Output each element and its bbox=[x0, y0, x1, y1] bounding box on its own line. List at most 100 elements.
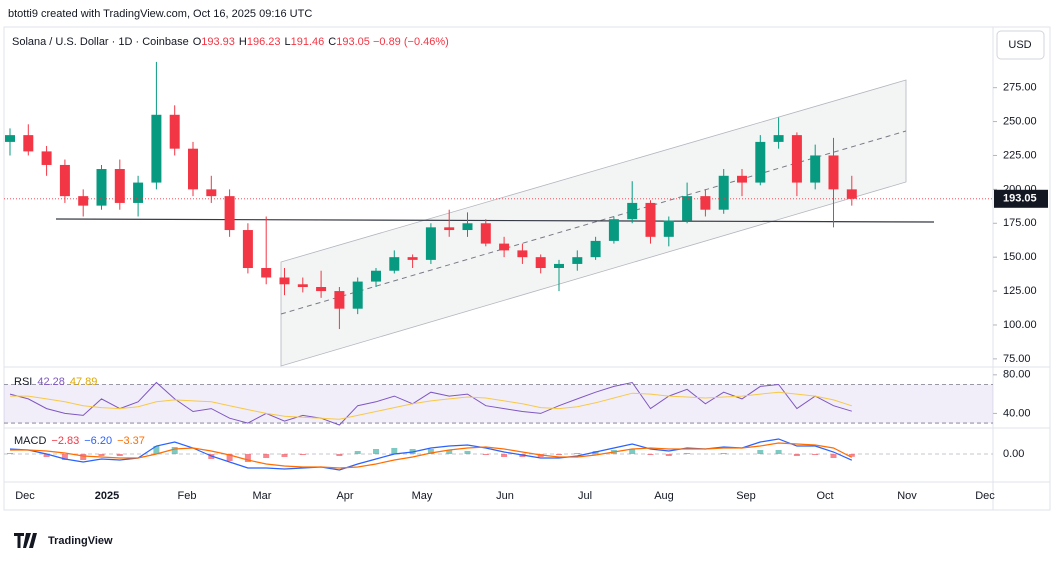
candle-body bbox=[627, 202, 638, 220]
candle-body bbox=[444, 227, 455, 231]
y-tick-label: 225.00 bbox=[1003, 149, 1037, 161]
rsi-ma-line bbox=[10, 391, 852, 420]
candle-body bbox=[96, 169, 107, 206]
macd-hist-bar bbox=[299, 454, 306, 455]
macd-hist-bar bbox=[153, 446, 160, 454]
quote-value: 191.46 bbox=[291, 36, 325, 48]
rsi-band bbox=[4, 384, 993, 424]
candle-body bbox=[78, 196, 89, 206]
rsi-tick-label: 40.00 bbox=[1003, 407, 1031, 419]
x-tick-label: Aug bbox=[654, 490, 674, 502]
symbol-line: Solana / U.S. Dollar · 1D · Coinbase O193… bbox=[12, 36, 449, 48]
candle-body bbox=[682, 196, 693, 221]
candle-body bbox=[480, 223, 491, 244]
candle-body bbox=[645, 202, 656, 237]
macd-hist-bar bbox=[775, 450, 782, 454]
quote-label: L bbox=[285, 36, 291, 48]
x-tick-label: 2025 bbox=[95, 490, 119, 502]
rsi-ma-value: 47.89 bbox=[70, 376, 98, 388]
macd-hist-bar bbox=[812, 454, 819, 455]
macd-hist-bar bbox=[354, 451, 361, 454]
macd-hist-bar bbox=[464, 451, 471, 454]
y-tick-label: 75.00 bbox=[1003, 353, 1031, 365]
candle-body bbox=[188, 148, 198, 190]
quote-value: 193.05 bbox=[336, 36, 370, 48]
candle-body bbox=[334, 291, 345, 309]
rsi-value: 42.28 bbox=[37, 376, 65, 388]
macd-hist-bar bbox=[757, 450, 764, 454]
macd-hist-bar bbox=[647, 454, 654, 455]
macd-hist-bar bbox=[574, 453, 581, 454]
candle-body bbox=[791, 135, 802, 183]
macd-hist-bar bbox=[171, 447, 178, 454]
candle-body bbox=[151, 114, 162, 183]
candle-body bbox=[224, 196, 235, 231]
candle-body bbox=[810, 155, 821, 183]
y-tick-label: 125.00 bbox=[1003, 285, 1037, 297]
candle-body bbox=[535, 257, 546, 269]
candle-body bbox=[828, 155, 839, 190]
candle-body bbox=[554, 263, 564, 269]
macd-hist-bar bbox=[98, 454, 105, 456]
x-tick-label: Oct bbox=[816, 490, 833, 502]
candle-body bbox=[718, 175, 729, 210]
macd-hist-bar bbox=[848, 454, 855, 457]
candle-body bbox=[114, 169, 125, 203]
candle-body bbox=[316, 286, 327, 292]
quote-label: O bbox=[193, 36, 202, 48]
macd-hist-bar bbox=[391, 448, 398, 454]
candle-body bbox=[371, 270, 381, 282]
x-tick-label: Apr bbox=[336, 490, 353, 502]
macd-hist-bar bbox=[501, 454, 508, 457]
candle-body bbox=[297, 284, 308, 287]
rsi-tick-label: 80.00 bbox=[1003, 369, 1031, 381]
rsi-name: RSI bbox=[14, 376, 32, 388]
brand: TradingView bbox=[48, 535, 113, 547]
quote-label: H bbox=[239, 36, 247, 48]
candle-body bbox=[608, 219, 619, 241]
macd-hist-bar bbox=[43, 454, 50, 457]
macd-hist-bar bbox=[244, 454, 251, 462]
macd-hist-bar bbox=[7, 453, 13, 454]
candle-body bbox=[5, 135, 15, 142]
candle-body bbox=[206, 189, 217, 197]
x-tick-label: Dec bbox=[15, 490, 35, 502]
quote-value: 196.23 bbox=[247, 36, 281, 48]
macd-hist-bar bbox=[373, 449, 379, 454]
macd-hist-bar bbox=[336, 454, 343, 456]
candle-body bbox=[41, 151, 52, 165]
macd-hist-bar bbox=[629, 449, 636, 454]
macd-hist-bar bbox=[665, 454, 672, 456]
last-price-label: 193.05 bbox=[1003, 193, 1037, 205]
change: −0.89 (−0.46%) bbox=[373, 36, 449, 48]
macd-hist-bar bbox=[116, 454, 123, 456]
candle-body bbox=[59, 164, 70, 197]
y-tick-label: 175.00 bbox=[1003, 217, 1037, 229]
candle-body bbox=[663, 220, 674, 237]
x-tick-label: May bbox=[412, 490, 433, 502]
candle-body bbox=[499, 243, 510, 251]
macd-hist-bar bbox=[281, 454, 288, 457]
last-price-tag bbox=[994, 189, 1048, 208]
quote-label: C bbox=[328, 36, 336, 48]
candle-body bbox=[517, 250, 528, 258]
macd-tick-label: 0.00 bbox=[1003, 448, 1024, 460]
quote-value: 193.93 bbox=[201, 36, 235, 48]
horizontal-line bbox=[55, 218, 935, 223]
macd-legend: MACD −2.83 −6.20 −3.37 bbox=[14, 435, 145, 447]
x-tick-label: Feb bbox=[178, 490, 197, 502]
candle-body bbox=[242, 230, 253, 269]
candle-body bbox=[737, 175, 747, 183]
y-tick-label: 150.00 bbox=[1003, 251, 1037, 263]
signal-line bbox=[10, 442, 853, 469]
candle-body bbox=[846, 189, 857, 199]
currency-button[interactable] bbox=[996, 30, 1045, 60]
macd-legend-value: −3.37 bbox=[117, 435, 145, 447]
macd-hist-bar bbox=[427, 449, 434, 454]
candle-body bbox=[407, 257, 418, 260]
candle-body bbox=[462, 223, 473, 231]
macd-legend-value: −2.83 bbox=[51, 435, 79, 447]
y-tick-label: 250.00 bbox=[1003, 115, 1037, 127]
macd-hist-bar bbox=[80, 454, 87, 460]
